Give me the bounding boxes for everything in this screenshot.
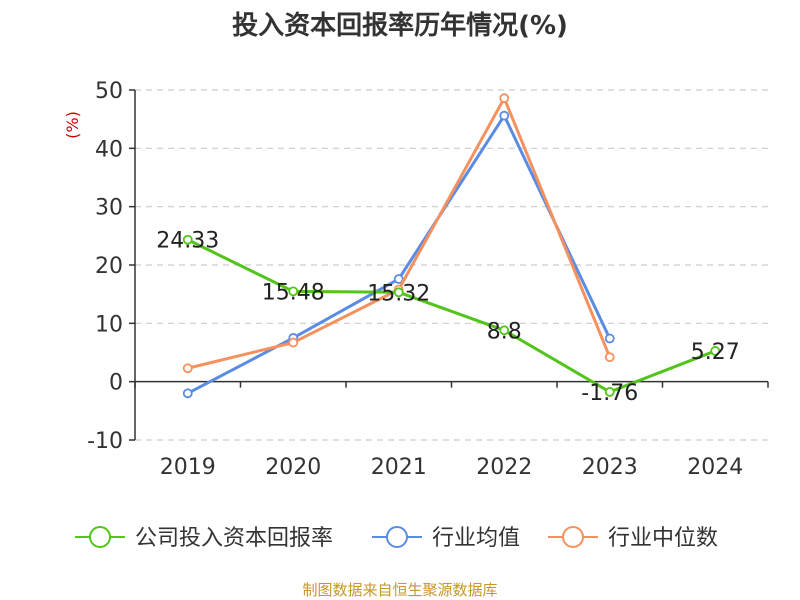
data-point <box>288 337 299 348</box>
data-point <box>393 274 404 284</box>
legend-item[interactable]: 行业中位数 <box>548 526 718 551</box>
data-point <box>499 93 510 104</box>
data-label: 5.27 <box>691 340 740 365</box>
legend-marker-icon <box>386 526 408 548</box>
data-point <box>182 363 193 374</box>
data-label: 15.48 <box>262 280 325 305</box>
data-label: 8.8 <box>487 319 522 344</box>
legend[interactable]: 公司投入资本回报率 行业均值 行业中位数 <box>75 526 718 551</box>
legend-marker-icon <box>89 526 111 548</box>
data-point <box>710 346 721 356</box>
data-label: 15.32 <box>367 281 430 306</box>
data-point <box>604 333 615 344</box>
data-point <box>288 286 299 297</box>
legend-item[interactable]: 行业均值 <box>372 526 520 551</box>
y-tick-label: 30 <box>95 196 123 221</box>
x-tick-label: 2020 <box>265 455 321 480</box>
data-point <box>499 325 510 336</box>
series-line <box>187 96 612 370</box>
legend-label: 行业中位数 <box>608 526 718 551</box>
data-label: -1.76 <box>581 381 638 406</box>
source-note: 制图数据来自恒生聚源数据库 <box>302 581 497 599</box>
y-tick-label: 0 <box>109 371 123 396</box>
x-tick-label: 2019 <box>160 455 216 480</box>
data-labels: 24.33 15.48 15.32 8.8 -1.76 5.27 <box>156 229 739 406</box>
y-tick-label: 20 <box>95 254 123 279</box>
legend-label: 行业均值 <box>432 526 520 551</box>
y-tick-label: 40 <box>95 137 123 162</box>
series-company <box>182 234 721 397</box>
data-point <box>182 388 193 399</box>
chart-title: 投入资本回报率历年情况(%) <box>232 10 568 41</box>
data-label: 24.33 <box>156 229 219 254</box>
y-tick-label: 50 <box>95 79 123 104</box>
data-point <box>393 287 404 298</box>
y-tick-label: 10 <box>95 312 123 337</box>
axes: -10 0 10 20 30 40 50 2019 2020 2021 2022 2023 2024 <box>87 79 769 480</box>
y-tick-label: -10 <box>87 429 123 454</box>
series-industry-median <box>182 93 615 374</box>
x-tick-label: 2022 <box>476 455 532 480</box>
legend-item[interactable]: 公司投入资本回报率 <box>75 526 333 551</box>
x-tick-label: 2024 <box>687 455 743 480</box>
series-lines <box>182 93 721 399</box>
x-tick-label: 2023 <box>582 455 638 480</box>
data-point <box>182 234 193 245</box>
data-point <box>604 352 615 363</box>
data-point <box>604 387 615 397</box>
data-point <box>499 110 510 121</box>
legend-label: 公司投入资本回报率 <box>135 526 333 551</box>
series-line <box>187 238 716 394</box>
x-tick-label: 2021 <box>371 455 427 480</box>
y-axis-unit: (%) <box>63 111 82 139</box>
legend-marker-icon <box>562 526 584 548</box>
